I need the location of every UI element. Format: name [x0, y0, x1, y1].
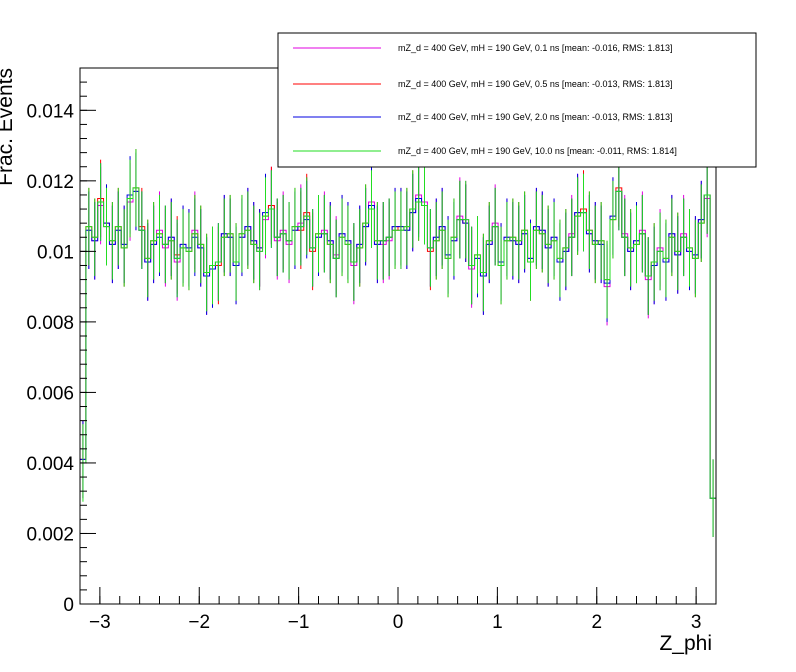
x-axis: −3 −2 −1 0 1 2 3: [79, 587, 717, 633]
legend-box: [277, 32, 757, 168]
y-tick-label: 0.014: [26, 101, 74, 122]
y-tick-label: 0.01: [37, 242, 74, 263]
plot-area: [79, 149, 717, 604]
y-tick-label: 0.006: [26, 383, 74, 404]
y-tick-label: 0.002: [26, 524, 74, 545]
legend-entry-2: mZ_d = 400 GeV, mH = 190 GeV, 2.0 ns [me…: [398, 112, 673, 122]
x-axis-title: Z_phi: [659, 632, 712, 655]
legend-entry-0: mZ_d = 400 GeV, mH = 190 GeV, 0.1 ns [me…: [398, 43, 673, 53]
x-tick-label: −3: [89, 612, 111, 633]
x-tick-label: 1: [492, 612, 503, 633]
histogram-step-line: [79, 187, 717, 604]
y-tick-label: 0.004: [26, 454, 74, 475]
y-tick-label: 0.012: [26, 172, 74, 193]
series-3: [79, 149, 717, 604]
x-tick-label: 3: [691, 612, 702, 633]
x-tick-label: 2: [591, 612, 602, 633]
x-tick-label: −2: [188, 612, 210, 633]
legend-entry-3: mZ_d = 400 GeV, mH = 190 GeV, 10.0 ns [m…: [398, 146, 677, 156]
legend: mZ_d = 400 GeV, mH = 190 GeV, 0.1 ns [me…: [277, 32, 757, 168]
legend-entry-1: mZ_d = 400 GeV, mH = 190 GeV, 0.5 ns [me…: [398, 79, 673, 89]
x-tick-label: −1: [288, 612, 310, 633]
x-tick-label: 0: [393, 612, 404, 633]
y-axis-title: Frac. Events: [0, 68, 17, 186]
y-axis: 0 0.002 0.004 0.006 0.008 0.01 0.012 0.014: [26, 67, 96, 616]
y-tick-label: 0.008: [26, 313, 74, 334]
y-tick-label: 0: [63, 595, 74, 616]
